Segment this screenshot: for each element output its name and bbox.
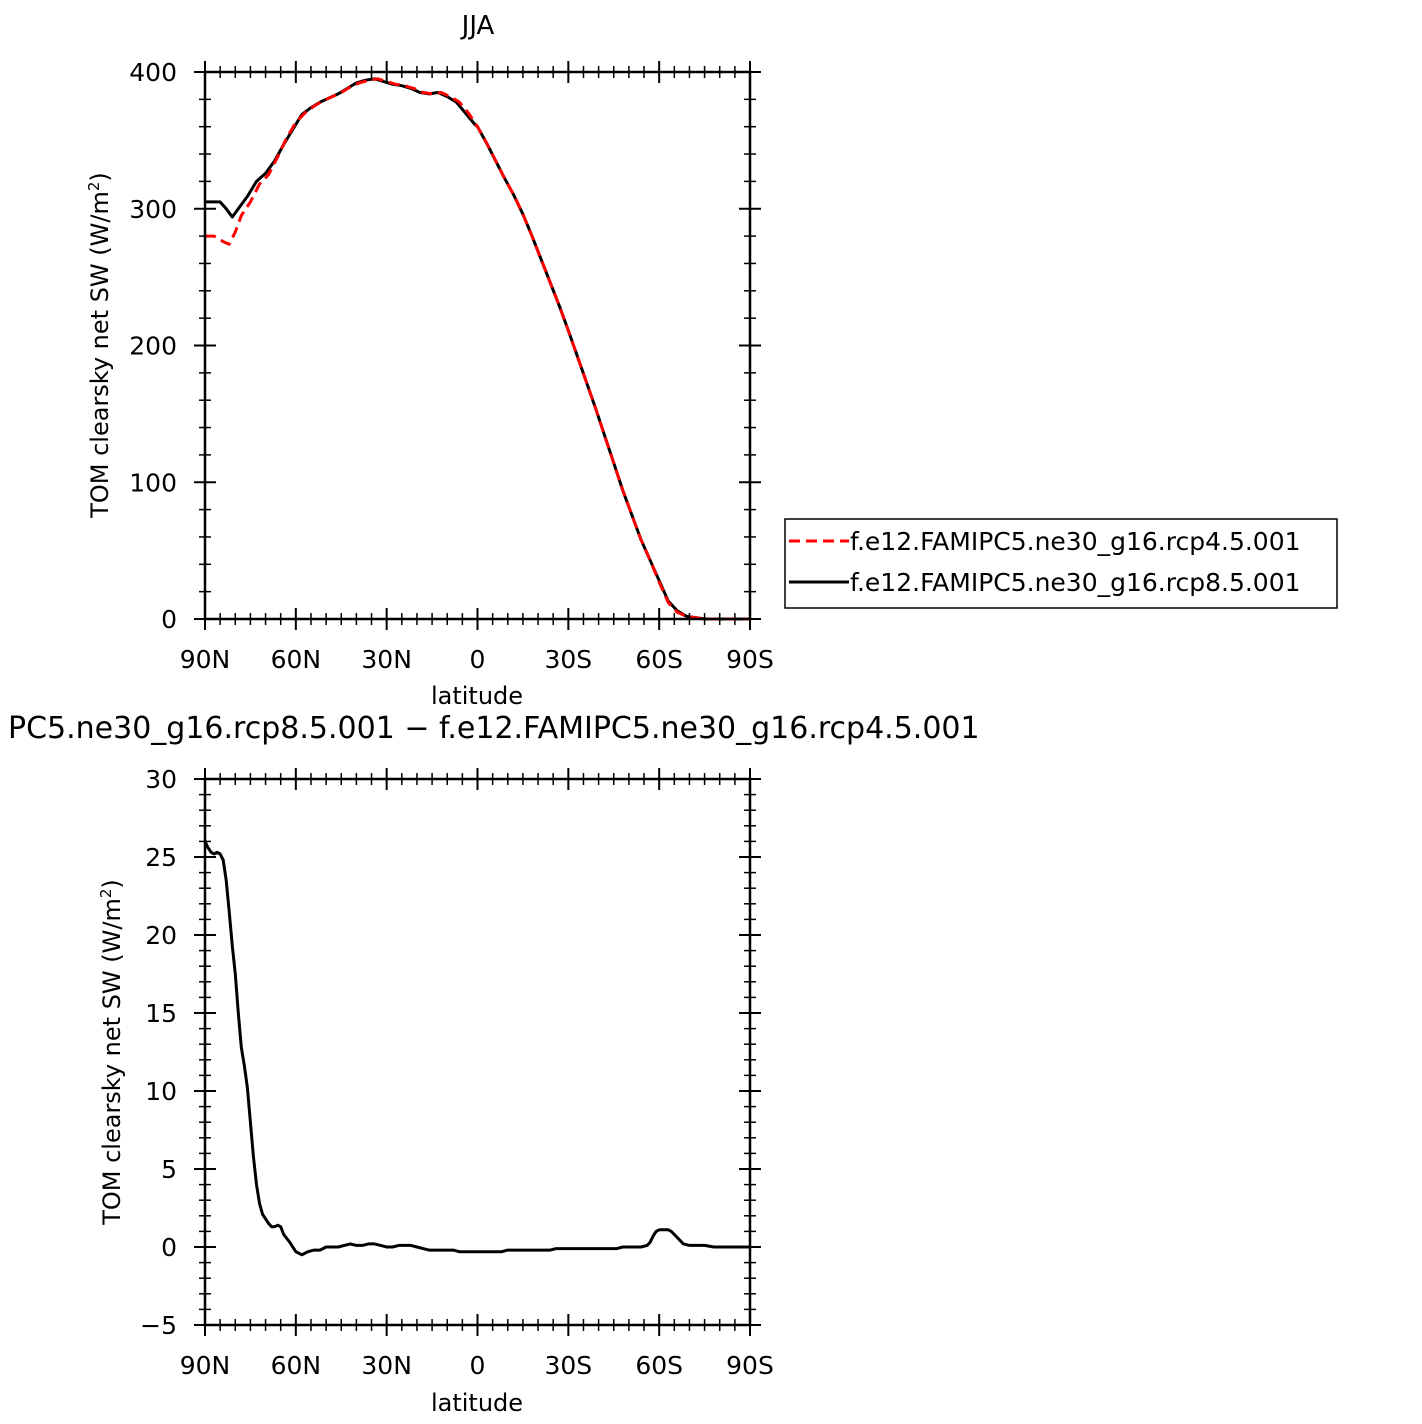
series-line-1 [205, 77, 750, 621]
bottom-panel-title: PC5.ne30_g16.rcp8.5.001 − f.e12.FAMIPC5.… [8, 711, 980, 746]
series-line-0 [205, 77, 750, 621]
top-panel-ylabel-main: TOM clearsky net SW (W/m [86, 191, 114, 519]
x-tick-label: 60N [271, 645, 322, 674]
top-panel-ylabel-sup: 2 [85, 182, 103, 192]
top-panel-tick-labels: 0 100 200 300 400 90N 60N 30N 0 30S 60S 90S [129, 58, 774, 674]
y-tick-label: 5 [161, 1155, 177, 1184]
y-tick-label: 25 [145, 843, 177, 872]
y-tick-label: 100 [129, 468, 177, 497]
top-panel-ylabel-close: ) [86, 172, 114, 181]
bottom-panel-ylabel-close: ) [98, 879, 126, 888]
x-tick-label: 60S [635, 1351, 683, 1380]
top-panel-series [205, 77, 750, 621]
y-tick-label: 10 [145, 1077, 177, 1106]
y-tick-label: 0 [161, 1233, 177, 1262]
series-line-0 [203, 840, 750, 1257]
bottom-panel-ylabel-sup: 2 [97, 889, 115, 899]
top-panel-xlabel: latitude [431, 682, 523, 710]
y-tick-label: 0 [161, 605, 177, 634]
x-tick-label: 0 [470, 645, 486, 674]
legend-label-rcp85: f.e12.FAMIPC5.ne30_g16.rcp8.5.001 [850, 568, 1301, 597]
x-tick-label: 30S [544, 645, 592, 674]
x-tick-label: 30S [544, 1351, 592, 1380]
bottom-panel-xlabel: latitude [431, 1389, 523, 1417]
top-panel-frame [203, 70, 752, 621]
top-panel-title: JJA [460, 11, 495, 41]
y-tick-label: 400 [129, 58, 177, 87]
x-tick-label: 60S [635, 645, 683, 674]
legend-label-rcp45: f.e12.FAMIPC5.ne30_g16.rcp4.5.001 [850, 527, 1301, 556]
top-panel-ylabel: TOM clearsky net SW (W/m2) [85, 172, 114, 519]
y-tick-label: 300 [129, 195, 177, 224]
y-tick-label: 15 [145, 999, 177, 1028]
y-tick-label: 200 [129, 332, 177, 361]
x-tick-label: 90S [726, 645, 774, 674]
legend-box [784, 518, 1338, 609]
top-panel-ticks [194, 61, 761, 630]
x-tick-label: 90N [180, 1351, 231, 1380]
x-tick-label: 30N [361, 645, 412, 674]
x-tick-label: 0 [470, 1351, 486, 1380]
bottom-panel-ylabel: TOM clearsky net SW (W/m2) [97, 879, 126, 1226]
top-panel: JJA 0 100 200 300 400 90N 60N 30N 0 30S 60S 90S lat… [85, 11, 1338, 710]
bottom-panel-tick-labels: −5 0 5 10 15 20 25 30 90N 60N 30N 0 30S 60S 90S [140, 765, 774, 1380]
x-tick-label: 90S [726, 1351, 774, 1380]
bottom-panel: PC5.ne30_g16.rcp8.5.001 − f.e12.FAMIPC5.… [8, 711, 980, 1417]
legend: f.e12.FAMIPC5.ne30_g16.rcp4.5.001 f.e12.… [784, 518, 1338, 609]
x-tick-label: 90N [180, 645, 231, 674]
y-tick-label: 30 [145, 765, 177, 794]
bottom-panel-frame [203, 777, 752, 1327]
x-tick-label: 30N [361, 1351, 412, 1380]
x-tick-label: 60N [271, 1351, 322, 1380]
bottom-panel-ylabel-main: TOM clearsky net SW (W/m [98, 898, 126, 1226]
y-tick-label: 20 [145, 921, 177, 950]
bottom-panel-series [203, 840, 750, 1257]
y-tick-label: −5 [140, 1311, 177, 1340]
